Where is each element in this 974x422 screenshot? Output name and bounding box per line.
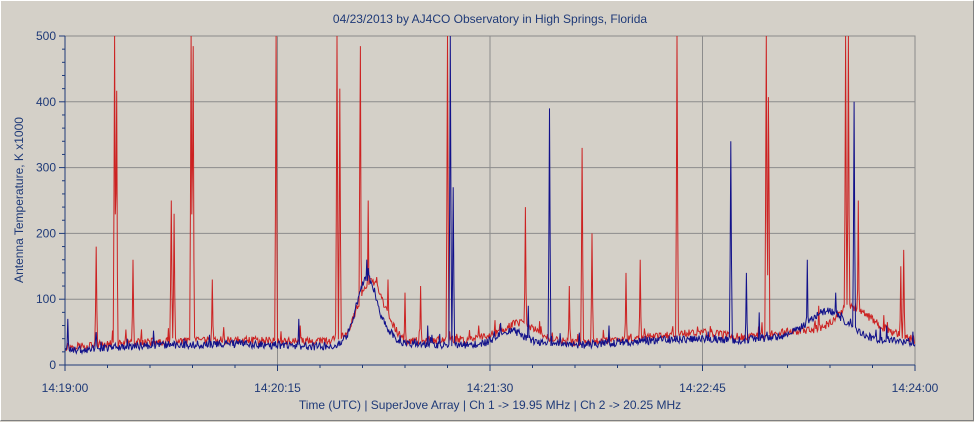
x-tick-label: 14:19:00 (42, 381, 89, 395)
y-axis-ticks: 0 100 200 300 400 500 (36, 29, 65, 372)
y-tick-label: 300 (36, 161, 56, 175)
x-tick-label: 14:22:45 (679, 381, 726, 395)
x-axis-ticks: 14:19:00 14:20:15 14:21:30 14:22:45 14:24:00 (42, 365, 939, 395)
chart-title: 04/23/2013 by AJ4CO Observatory in High … (333, 12, 647, 26)
x-tick-label: 14:20:15 (254, 381, 301, 395)
series-line-ch-2 (64, 35, 916, 356)
y-tick-label: 100 (36, 292, 56, 306)
y-tick-label: 200 (36, 226, 56, 240)
y-tick-label: 500 (36, 29, 56, 43)
y-tick-label: 0 (49, 358, 56, 372)
x-tick-label: 14:21:30 (467, 381, 514, 395)
y-tick-label: 400 (36, 95, 56, 109)
grid-lines (65, 36, 915, 365)
series-layer (64, 35, 916, 356)
x-tick-label: 14:24:00 (892, 381, 939, 395)
y-axis-label: Antenna Temperature, K x1000 (12, 117, 26, 283)
x-axis-label: Time (UTC) | SuperJove Array | Ch 1 -> 1… (299, 398, 681, 412)
